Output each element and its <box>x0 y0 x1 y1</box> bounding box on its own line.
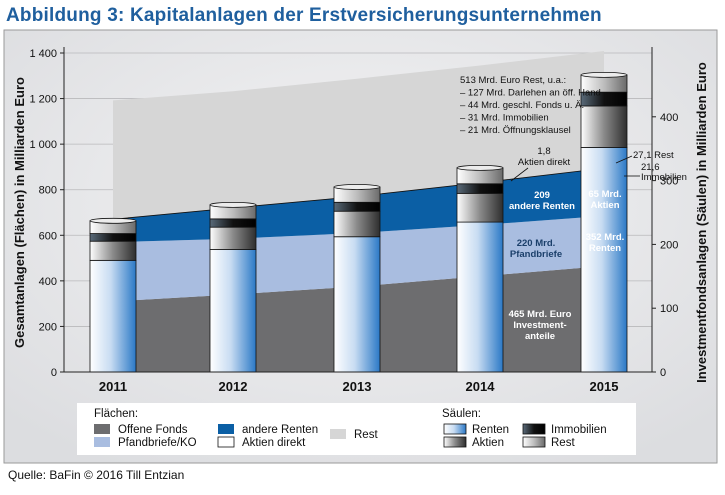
x-tick-label: 2011 <box>99 379 127 394</box>
bar-immobilien-2013 <box>333 201 381 212</box>
andere-renten-label: andere Renten <box>509 201 575 212</box>
y-tick-label-left: 800 <box>39 185 57 197</box>
y-tick-label-right: 0 <box>660 367 666 379</box>
legend-swatch-rest_bar <box>522 436 546 448</box>
legend-swatch-aktien_direkt <box>217 436 235 448</box>
investment-label-line: 465 Mrd. Euro <box>509 309 572 320</box>
bar-immobilien-value: 21,6 <box>641 162 660 173</box>
y-tick-label-left: 1 000 <box>29 139 57 151</box>
bar-immobilien-2011 <box>89 233 137 242</box>
rest-annotation-line: – 21 Mrd. Öffnungsklausel <box>460 125 571 136</box>
bar-renten-label: Renten <box>589 243 621 254</box>
y-tick-label-right: 300 <box>660 176 678 188</box>
bar-immobilien-label: Immobilien <box>641 172 687 183</box>
y-tick-label-right: 100 <box>660 303 678 315</box>
y-tick-label-left: 400 <box>39 276 57 288</box>
y-axis-title-right: Investmentfondsanlagen (Säulen) in Milli… <box>694 62 709 383</box>
x-tick-label: 2013 <box>343 379 372 394</box>
y-tick-label-left: 0 <box>51 367 57 379</box>
legend-label: andere Renten <box>242 424 318 436</box>
rest-annotation-line: – 44 Mrd. geschl. Fonds u. Ä. <box>460 100 584 111</box>
bar-aktien-2012 <box>209 226 257 250</box>
bar-aktien-2011 <box>89 240 137 261</box>
legend-swatch-pfandbriefe <box>94 437 110 447</box>
legend-swatch-andere_renten <box>218 424 234 434</box>
x-tick-label: 2014 <box>466 379 496 394</box>
bar-aktien-2014 <box>456 192 504 223</box>
aktien-direkt-value: 1,8 <box>537 146 550 157</box>
y-axis-title-left: Gesamtanlagen (Flächen) in Milliarden Eu… <box>12 77 27 348</box>
bar-renten-2011 <box>89 259 137 373</box>
bar-cap-2011 <box>89 217 137 224</box>
axes: 0 200 400 600 800 1 000 1 200 1 400 0 100 200 300 40… <box>12 47 709 394</box>
legend-swatch-rest <box>330 429 346 439</box>
legend-swatch-aktien <box>443 436 467 448</box>
bar-renten-2015 <box>580 147 628 373</box>
bar-immobilien-2012 <box>209 218 257 228</box>
figure-title: Abbildung 3: Kapitalanlagen der Erstvers… <box>6 5 602 26</box>
annotations: 513 Mrd. Euro Rest, u.a.: – 127 Mrd. Darl… <box>460 75 687 342</box>
bar-aktien-value: 65 Mrd. <box>588 189 621 200</box>
legend-saeulen-title: Säulen: <box>442 408 481 420</box>
legend-label: Renten <box>472 424 509 436</box>
bar-aktien-2015 <box>580 105 628 148</box>
y-tick-label-right: 200 <box>660 239 678 251</box>
andere-renten-value: 209 <box>534 190 550 201</box>
legend-label: Aktien <box>472 437 504 449</box>
pfandbriefe-label: Pfandbriefe <box>510 249 562 260</box>
aktien-direkt-pointer <box>510 167 529 182</box>
bar-cap-2013 <box>333 184 381 190</box>
bar-cap-2014 <box>456 164 504 171</box>
y-tick-label-left: 600 <box>39 230 57 242</box>
bar-aktien-label: Aktien <box>590 200 619 211</box>
legend-flaechen-title: Flächen: <box>94 408 138 420</box>
bar-series <box>89 71 628 373</box>
x-tick-label: 2012 <box>219 379 248 394</box>
bar-cap-2012 <box>209 201 257 208</box>
legend-label: Aktien direkt <box>242 437 306 449</box>
legend-label: Rest <box>551 437 575 449</box>
source-note: Quelle: BaFin © 2016 Till Entzian <box>8 468 185 482</box>
legend-label: Offene Fonds <box>118 424 188 436</box>
pfandbriefe-value: 220 Mrd. <box>517 238 556 249</box>
legend-label: Pfandbriefe/KO <box>118 437 197 449</box>
aktien-direkt-label: Aktien direkt <box>518 157 571 168</box>
y-tick-label-left: 200 <box>39 321 57 333</box>
investment-label-line: anteile <box>525 331 555 342</box>
bar-renten-2014 <box>456 221 504 373</box>
bar-rest-pointer <box>615 155 633 164</box>
x-tick-label: 2015 <box>590 379 619 394</box>
legend-label: Rest <box>354 429 378 441</box>
y-tick-label-left: 1 200 <box>29 94 57 106</box>
y-tick-label-left: 1 400 <box>29 48 57 60</box>
y-tick-label-right: 400 <box>660 112 678 124</box>
bar-renten-value: 352 Mrd. <box>586 232 625 243</box>
legend-label: Immobilien <box>551 424 607 436</box>
bar-aktien-2013 <box>333 210 381 238</box>
legend: Flächen: Säulen: Offene Fonds andere Renten… <box>77 403 636 455</box>
investment-label-line: Investment- <box>513 320 566 331</box>
rest-annotation-line: – 31 Mrd. Immobilien <box>460 113 549 124</box>
bar-immobilien-2014 <box>456 183 504 194</box>
bar-rest-label: 27,1 Rest <box>633 150 674 161</box>
rest-annotation-line: 513 Mrd. Euro Rest, u.a.: <box>460 75 566 86</box>
bar-renten-2013 <box>333 236 381 373</box>
bar-cap-2015 <box>580 71 628 78</box>
legend-swatch-renten <box>443 423 467 435</box>
bar-renten-2012 <box>209 249 257 373</box>
legend-swatch-immobilien <box>522 423 546 435</box>
rest-annotation-line: – 127 Mrd. Darlehen an öff. Hand <box>460 88 601 99</box>
legend-swatch-offene_fonds <box>94 424 110 434</box>
